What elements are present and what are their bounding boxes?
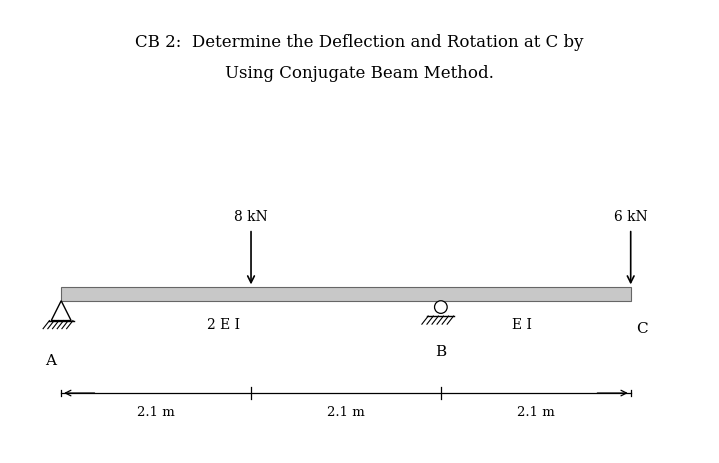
Text: E I: E I xyxy=(512,317,532,331)
Bar xyxy=(61,288,631,301)
Text: 6 kN: 6 kN xyxy=(614,210,648,224)
Polygon shape xyxy=(51,301,71,321)
Text: C: C xyxy=(636,321,647,335)
Text: 8 kN: 8 kN xyxy=(234,210,268,224)
Circle shape xyxy=(434,301,447,314)
Text: Using Conjugate Beam Method.: Using Conjugate Beam Method. xyxy=(225,65,494,82)
Text: 2.1 m: 2.1 m xyxy=(137,405,175,418)
Text: B: B xyxy=(435,344,446,358)
Text: CB 2:  Determine the Deflection and Rotation at C by: CB 2: Determine the Deflection and Rotat… xyxy=(135,34,584,51)
Text: 2.1 m: 2.1 m xyxy=(517,405,554,418)
Text: A: A xyxy=(45,353,56,367)
Text: 2.1 m: 2.1 m xyxy=(327,405,365,418)
Text: 2 E I: 2 E I xyxy=(207,317,240,331)
